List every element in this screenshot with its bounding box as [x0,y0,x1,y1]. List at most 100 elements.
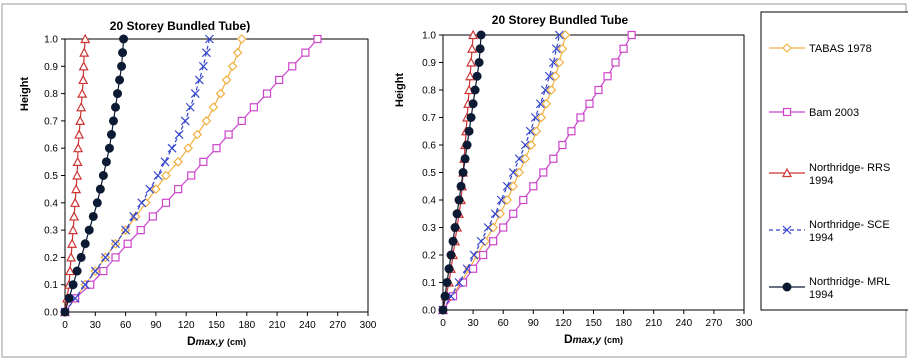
series-1 [438,30,636,315]
legend-label: Northridge- MRL [809,276,890,288]
data-point [249,103,258,112]
data-point [232,47,243,58]
x-tick-label: 240 [299,320,316,331]
data-point [468,99,478,109]
data-point [470,85,480,95]
y-tick-label: 0.8 [422,86,436,97]
data-point [153,171,163,180]
data-point [520,153,531,164]
data-point [489,237,498,246]
data-point [594,85,603,95]
y-tick-label: 0.9 [44,62,58,73]
data-point [519,195,528,205]
data-point [161,170,171,181]
legend-marker [782,107,792,117]
data-point [525,126,535,136]
legend-label: Northridge- SCE [809,219,890,231]
data-point [123,239,132,248]
chart-right: 0 30 60 90 120 150 180 210 240 270 300 0.0 0.1 0.2 0.3… [394,13,753,346]
data-point [458,168,468,177]
data-point [68,224,79,235]
data-point [79,47,90,57]
data-point [192,129,203,140]
data-point [469,264,478,273]
data-point [467,43,478,53]
x-axis-label-main: D [187,334,196,348]
x-axis-label: Dmax,y (cm) [187,334,246,348]
data-point [174,185,183,194]
data-point [121,225,131,235]
data-point [66,252,77,262]
data-point [476,236,486,246]
data-point [262,89,272,98]
data-point [546,85,557,95]
chart-left: 0 30 60 90 120 150 180 210 240 270 300 0.0 0.1 0.2 0.3… [19,19,377,348]
data-point [80,280,90,290]
data-point [544,71,554,81]
x-tick-label: 240 [675,318,692,329]
plot-area [442,34,745,311]
data-point [466,113,476,122]
legend-entry: Bam 2003 [769,107,859,119]
legend-label: TABAS 1978 [809,43,872,55]
y-tick-label: 0.4 [422,196,436,207]
data-point [531,126,542,137]
data-point [502,181,512,191]
data-point [77,88,88,98]
data-point [502,195,513,205]
data-point [183,143,194,154]
data-point [92,198,102,208]
data-point [67,238,78,248]
data-point [88,211,98,221]
legend-marker [782,282,792,292]
x-tick-label: 180 [238,320,255,331]
y-tick-label: 0.9 [422,58,436,69]
data-point [174,130,184,139]
data-point [526,140,537,150]
x-tick-label: 60 [120,320,132,331]
data-point [75,115,86,126]
data-point [99,266,108,276]
data-point [483,223,493,232]
chart-title: 20 Storey Bundled Tube) [110,19,250,33]
data-point [514,154,524,164]
data-point [465,70,476,81]
data-point [456,181,466,191]
data-point [76,101,87,112]
data-point [469,250,479,260]
data-point [508,181,519,192]
x-axis-label-sub: max,y [196,337,225,348]
data-point [90,266,100,276]
data-point [560,30,571,40]
y-tick-label: 0.6 [44,144,58,155]
data-point [475,44,485,54]
x-tick-label: 90 [528,318,540,329]
data-point [212,144,221,153]
data-point [194,75,204,85]
data-point [205,34,214,44]
legend-label: Bam 2003 [809,107,859,119]
data-point [554,30,564,40]
data-point [151,184,161,194]
data-point [106,130,116,140]
chart-title: 20 Storey Bundled Tube [492,13,629,27]
data-point [215,88,226,99]
data-point [529,182,538,191]
data-point [111,253,120,262]
y-tick-label: 1.0 [422,31,436,42]
x-tick-label: 150 [585,318,602,329]
data-point [137,198,147,208]
data-point [454,195,464,205]
data-point [60,307,70,317]
legend-label-line2: 1994 [809,175,833,187]
data-point [446,250,456,260]
data-point [201,116,212,126]
x-tick-label: 60 [498,318,510,329]
data-point [119,34,129,44]
series-0 [60,34,247,317]
legend-marker [782,43,792,53]
data-point [161,198,171,207]
data-point [72,170,83,180]
